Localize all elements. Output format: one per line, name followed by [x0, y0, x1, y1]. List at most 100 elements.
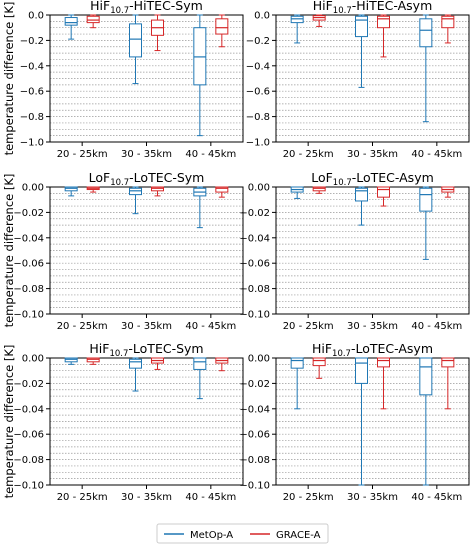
y-tick-label: −0.8 [246, 112, 270, 123]
iqr-box [290, 15, 304, 24]
x-tick-label: 30 - 35km [347, 492, 398, 503]
box-metop-a-3 [193, 186, 207, 229]
box-metop-a-1 [290, 186, 304, 199]
panel-title-subscript: 10.7 [333, 6, 352, 16]
box-grace-a-3 [215, 186, 229, 198]
x-tick-label: 20 - 25km [57, 149, 108, 160]
box-metop-a-3 [419, 357, 433, 486]
box-grace-a-1 [86, 186, 100, 193]
panel-title-suffix: -LoTEC-Asym [352, 170, 434, 185]
legend-label: MetOp-A [190, 530, 233, 541]
x-tick-label: 30 - 35km [121, 492, 172, 503]
panel-title-suffix: -HiTEC-Asym [352, 0, 433, 13]
box-grace-a-3 [441, 186, 455, 198]
box-metop-a-1 [290, 14, 304, 44]
panel-title-prefix: HiF [89, 341, 109, 356]
y-tick-label: −0.02 [13, 379, 44, 390]
y-tick-label: −0.6 [246, 87, 270, 98]
panel-title: HiF10.7-LoTEC-Sym [89, 341, 203, 359]
y-tick-label: −0.10 [239, 310, 270, 321]
y-tick-label: −0.4 [246, 61, 270, 72]
box-metop-a-2 [355, 14, 368, 88]
y-tick-label: −1.0 [20, 138, 44, 149]
iqr-box [129, 358, 142, 369]
x-tick-label: 40 - 45km [411, 149, 462, 160]
y-tick-label: −0.08 [239, 284, 270, 295]
y-tick-label: −0.2 [246, 36, 270, 47]
iqr-box [215, 18, 229, 35]
iqr-box [419, 357, 433, 396]
panel-5: 0.00 −0.02 −0.04 −0.06 −0.08 −0.10temperature… [2, 341, 244, 503]
panel-6: 0.00 −0.02 −0.04 −0.06 −0.08 −0.10 HiF10.7-LoT… [239, 341, 470, 503]
panel-title-prefix: HiF [90, 0, 110, 13]
y-tick-label: −0.06 [239, 259, 270, 270]
x-tick-label: 20 - 25km [283, 492, 334, 503]
y-tick-label: −0.06 [13, 259, 44, 270]
legend: MetOp-A GRACE-A [156, 523, 329, 544]
x-tick-label: 30 - 35km [347, 321, 398, 332]
y-axis-label: temperature difference [K] [2, 174, 16, 328]
box-metop-a-1 [64, 357, 78, 365]
box-grace-a-2 [151, 186, 164, 197]
x-tick-label: 20 - 25km [57, 321, 108, 332]
panel-title-subscript: 10.7 [333, 178, 352, 188]
x-tick-label: 40 - 45km [411, 492, 462, 503]
panel-title-prefix: HiF [313, 0, 333, 13]
y-tick-label: 0.0 [254, 11, 270, 22]
box-grace-a-1 [312, 357, 326, 379]
legend-frame [156, 523, 329, 544]
panel-title: LoF10.7-LoTEC-Sym [89, 170, 205, 188]
box-grace-a-1 [312, 14, 326, 27]
box-grace-a-2 [377, 186, 390, 207]
y-tick-label: −0.02 [239, 208, 270, 219]
y-axis-label: temperature difference [K] [2, 345, 16, 499]
iqr-box [193, 357, 207, 370]
panel-title-suffix: -LoTEC-Sym [129, 170, 204, 185]
panel-title: LoF10.7-LoTEC-Asym [311, 170, 434, 188]
panel-title-subscript: 10.7 [110, 6, 129, 16]
iqr-box [64, 186, 78, 192]
box-grace-a-3 [441, 14, 455, 44]
iqr-box [215, 186, 229, 193]
box-metop-a-1 [64, 186, 78, 197]
x-tick-label: 20 - 25km [283, 149, 334, 160]
box-grace-a-1 [86, 14, 100, 29]
iqr-box [441, 15, 455, 29]
y-tick-label: −0.02 [13, 208, 44, 219]
panel-title-suffix: -HiTEC-Sym [129, 0, 203, 13]
panel-title: HiF10.7-HiTEC-Sym [90, 0, 203, 16]
box-metop-a-2 [129, 14, 142, 85]
y-tick-label: −0.06 [239, 430, 270, 441]
panel-title-suffix: -LoTEC-Asym [351, 341, 433, 356]
y-tick-label: −1.0 [246, 138, 270, 149]
iqr-box [64, 357, 78, 363]
box-metop-a-3 [193, 357, 207, 400]
panel-title: HiF10.7-LoTEC-Asym [312, 341, 433, 359]
box-metop-a-3 [193, 14, 207, 137]
panel-title-prefix: LoF [311, 170, 333, 185]
panel-title-subscript: 10.7 [110, 178, 129, 188]
y-tick-label: −0.08 [13, 284, 44, 295]
iqr-box [419, 18, 433, 48]
box-grace-a-3 [215, 14, 229, 48]
panel-1: 0.0 −0.2 −0.4 −0.6 −0.8 −1.0 temperature diffe… [2, 0, 244, 160]
box-grace-a-2 [151, 357, 164, 370]
y-tick-label: 0.00 [248, 354, 270, 365]
y-tick-label: −0.02 [239, 379, 270, 390]
y-tick-label: 0.00 [248, 183, 270, 194]
box-metop-a-1 [290, 357, 304, 410]
iqr-box [86, 357, 100, 363]
iqr-box [377, 186, 390, 198]
panel-title-prefix: LoF [89, 170, 111, 185]
panel-title: HiF10.7-HiTEC-Asym [313, 0, 433, 16]
legend-label: GRACE-A [276, 530, 321, 541]
iqr-box [129, 23, 142, 58]
y-tick-label: −0.04 [13, 233, 44, 244]
y-tick-label: −0.06 [13, 430, 44, 441]
iqr-box [151, 186, 164, 192]
box-grace-a-2 [377, 14, 390, 58]
y-tick-label: −0.2 [20, 36, 44, 47]
box-metop-a-2 [355, 186, 368, 226]
y-tick-label: −0.04 [239, 233, 270, 244]
